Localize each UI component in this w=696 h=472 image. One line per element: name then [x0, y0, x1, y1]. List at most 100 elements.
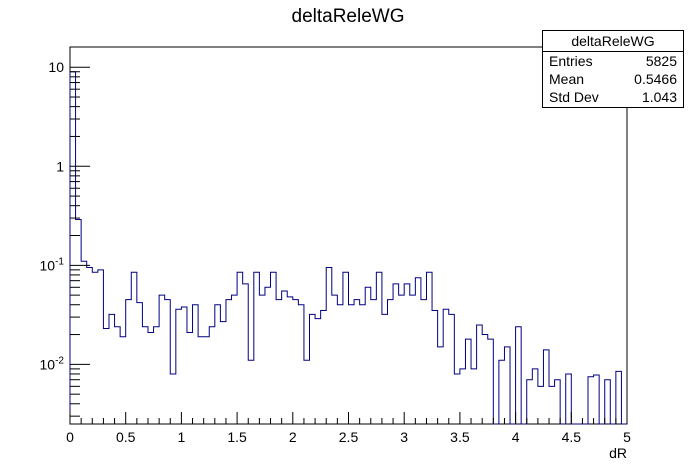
x-tick-label: 0: [66, 429, 74, 445]
chart-title: deltaReleWG: [291, 6, 405, 27]
x-tick-label: 0.5: [116, 429, 136, 445]
histogram-bin: [181, 307, 187, 424]
histogram-bin: [204, 337, 210, 424]
histogram-bin: [371, 300, 377, 424]
histogram-bin: [471, 369, 477, 424]
histogram-bin: [349, 305, 355, 424]
histogram-bin: [126, 300, 132, 424]
x-tick-label: 3.5: [450, 429, 470, 445]
histogram-bin: [226, 300, 232, 424]
histogram-bin: [527, 380, 533, 424]
histogram-bin: [87, 268, 93, 424]
histogram-bin: [432, 310, 438, 424]
histogram-bin: [193, 305, 199, 424]
histogram-bin: [543, 350, 549, 424]
histogram-bin: [176, 309, 182, 424]
histogram-bin: [215, 305, 221, 424]
stats-label: Entries: [549, 53, 593, 69]
x-tick-label: 2: [289, 429, 297, 445]
x-tick-label: 4.5: [562, 429, 582, 445]
histogram-bin: [187, 332, 193, 424]
histogram-bin: [271, 272, 277, 424]
stats-label: Std Dev: [549, 89, 599, 105]
histogram-bin: [482, 335, 488, 424]
histogram-series: [69, 71, 627, 425]
histogram-bin: [516, 327, 522, 424]
histogram-bin: [488, 339, 494, 424]
histogram-bin: [198, 337, 204, 424]
x-tick-label: 5: [623, 429, 631, 445]
stats-label: Mean: [549, 71, 585, 87]
histogram-bin: [276, 300, 282, 424]
histogram-bin: [165, 300, 171, 424]
x-tick-label: 4: [512, 429, 520, 445]
histogram-bin: [605, 380, 611, 424]
x-tick-label: 1: [178, 429, 186, 445]
histogram-bin: [98, 270, 104, 424]
histogram-bin: [70, 72, 76, 424]
histogram-bin: [298, 305, 304, 424]
histogram-bin: [499, 360, 505, 424]
y-tick-label: 10-1: [40, 256, 65, 273]
x-tick-label: 1.5: [227, 429, 247, 445]
histogram-bin: [393, 284, 399, 424]
stats-value: 5825: [645, 53, 677, 69]
histogram-bin: [92, 272, 98, 424]
histogram-bin: [549, 386, 555, 424]
histogram-bin: [315, 319, 321, 424]
histogram-bin: [426, 272, 432, 424]
histogram-bin: [154, 327, 160, 424]
histogram-bin: [282, 291, 288, 424]
histogram-bin: [248, 360, 254, 424]
histogram-bin: [310, 314, 316, 424]
y-tick-label: 10: [48, 59, 64, 75]
histogram-bin: [449, 314, 455, 424]
histogram-bin: [220, 322, 226, 424]
histogram-bin: [243, 284, 249, 424]
x-tick-label: 3: [400, 429, 408, 445]
histogram-bin: [332, 295, 338, 424]
histogram-bin: [376, 272, 382, 424]
stats-title: deltaReleWG: [543, 31, 683, 52]
histogram-bin: [387, 300, 393, 424]
histogram-bin: [504, 347, 510, 424]
histogram-bin: [616, 371, 622, 424]
histogram-bin: [588, 377, 594, 424]
histogram-bin: [170, 374, 176, 424]
histogram-bin: [443, 309, 449, 424]
histogram-bin: [103, 329, 109, 424]
histogram-bin: [555, 380, 561, 424]
histogram-bin: [404, 284, 410, 424]
histogram-bin: [326, 268, 332, 424]
histogram-bin: [287, 297, 293, 424]
histogram-bin: [382, 314, 388, 424]
histogram-bin: [159, 295, 165, 424]
y-tick-label: 10-2: [40, 355, 65, 372]
histogram-bin: [254, 272, 260, 424]
histogram-bin: [148, 332, 154, 424]
histogram-bin: [137, 303, 143, 424]
histogram-bin: [237, 272, 243, 424]
histogram-bin: [354, 300, 360, 424]
stats-row-mean: Mean 0.5466: [543, 70, 683, 88]
histogram-bin: [120, 337, 126, 424]
histogram-bin: [594, 375, 600, 424]
histogram-bin: [232, 295, 238, 424]
histogram-bin: [566, 374, 572, 424]
histogram-bin: [465, 339, 471, 424]
histogram-bin: [304, 360, 310, 424]
histogram-bin: [209, 327, 215, 424]
histogram-bin: [532, 369, 538, 424]
stats-row-entries: Entries 5825: [543, 52, 683, 70]
stats-value: 1.043: [641, 89, 677, 105]
x-tick-label: 2.5: [339, 429, 359, 445]
histogram-bin: [109, 314, 115, 424]
histogram-bin: [115, 327, 121, 424]
histogram-bin: [454, 374, 460, 424]
stats-value: 0.5466: [634, 71, 677, 87]
histogram-bin: [460, 369, 466, 424]
histogram-bin: [415, 278, 421, 424]
histogram-bin: [321, 310, 327, 424]
histogram-bin: [337, 305, 343, 424]
